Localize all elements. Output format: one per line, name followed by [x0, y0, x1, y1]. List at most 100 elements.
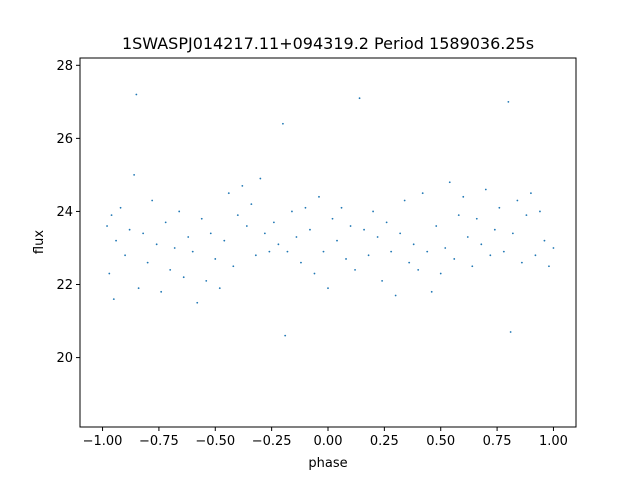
data-point	[124, 254, 126, 257]
data-point	[137, 287, 140, 290]
data-point	[516, 199, 519, 202]
data-point	[385, 221, 388, 224]
data-point	[164, 221, 167, 224]
data-point	[295, 236, 298, 238]
data-point	[390, 250, 393, 253]
data-point	[245, 225, 248, 227]
data-point	[354, 269, 356, 271]
data-point	[286, 250, 289, 253]
data-point	[142, 232, 145, 235]
chart-title: 1SWASPJ014217.11+094319.2 Period 1589036…	[122, 34, 534, 53]
data-point	[178, 210, 181, 213]
data-point	[444, 247, 447, 249]
data-point	[112, 298, 115, 301]
y-tick-label: 26	[56, 132, 73, 147]
data-point	[128, 228, 131, 231]
data-point	[498, 206, 501, 209]
data-point	[358, 97, 361, 100]
x-tick-label: 0.75	[483, 434, 512, 449]
data-point	[196, 301, 199, 304]
data-point	[408, 261, 411, 264]
data-point	[394, 294, 397, 297]
y-axis-label: flux	[32, 230, 47, 254]
data-point	[209, 232, 212, 235]
data-point	[462, 195, 465, 198]
x-tick-label: 0.50	[426, 434, 455, 449]
data-point	[135, 93, 138, 96]
data-point	[502, 250, 505, 253]
x-tick-label: −0.25	[252, 434, 292, 449]
data-point	[548, 265, 550, 268]
data-point	[363, 228, 365, 231]
data-point	[110, 214, 113, 217]
y-tick-label: 20	[56, 351, 73, 366]
data-point	[493, 228, 496, 231]
x-axis-ticks: −1.00 −0.75 −0.50 −0.25 0.00 0.25 0.50 0.75 1.00	[83, 427, 568, 449]
data-point	[331, 217, 334, 220]
data-point	[291, 210, 293, 213]
data-point	[214, 258, 217, 260]
x-tick-label: 1.00	[539, 434, 568, 449]
data-point	[182, 276, 185, 279]
data-point	[403, 199, 406, 202]
data-point	[200, 217, 203, 220]
data-point	[106, 225, 108, 227]
data-point	[173, 247, 176, 249]
data-point	[489, 254, 492, 257]
data-point	[304, 206, 307, 209]
data-point	[453, 258, 456, 260]
data-point	[349, 225, 352, 227]
data-point	[191, 250, 194, 253]
data-point	[430, 290, 433, 293]
data-points	[106, 93, 555, 337]
data-point	[282, 122, 284, 125]
data-point	[509, 331, 512, 333]
x-tick-label: −1.00	[83, 434, 123, 449]
data-point	[223, 239, 226, 242]
data-point	[399, 232, 402, 235]
data-point	[313, 272, 316, 275]
data-point	[552, 247, 555, 249]
data-point	[250, 203, 253, 206]
data-point	[426, 250, 429, 253]
data-point	[236, 214, 239, 217]
data-point	[466, 236, 469, 238]
data-point	[232, 265, 235, 268]
data-point	[169, 269, 172, 271]
data-point	[484, 188, 487, 191]
data-point	[218, 287, 221, 290]
data-point	[336, 239, 338, 242]
data-point	[155, 243, 158, 246]
x-tick-label: 0.25	[370, 434, 399, 449]
data-point	[133, 174, 136, 176]
data-point	[480, 243, 483, 246]
data-point	[543, 239, 546, 242]
x-tick-label: −0.50	[195, 434, 235, 449]
data-point	[151, 199, 154, 202]
data-point	[539, 210, 541, 213]
x-tick-label: 0.00	[314, 434, 343, 449]
data-point	[300, 261, 302, 264]
x-tick-label: −0.75	[139, 434, 179, 449]
data-point	[263, 232, 266, 235]
data-point	[345, 258, 347, 260]
y-tick-label: 24	[56, 205, 73, 220]
data-point	[525, 214, 528, 217]
data-point	[457, 214, 460, 217]
data-point	[448, 181, 451, 184]
data-point	[439, 272, 442, 275]
y-axis-ticks: 20 22 24 26 28	[56, 59, 80, 366]
data-point	[205, 279, 208, 282]
data-point	[534, 254, 537, 257]
data-point	[146, 261, 149, 264]
data-point	[322, 250, 325, 253]
data-point	[272, 221, 275, 224]
data-point	[318, 195, 320, 198]
data-point	[507, 100, 510, 103]
data-point	[227, 192, 230, 195]
data-point	[381, 279, 384, 282]
data-point	[268, 250, 271, 253]
data-point	[284, 334, 287, 337]
